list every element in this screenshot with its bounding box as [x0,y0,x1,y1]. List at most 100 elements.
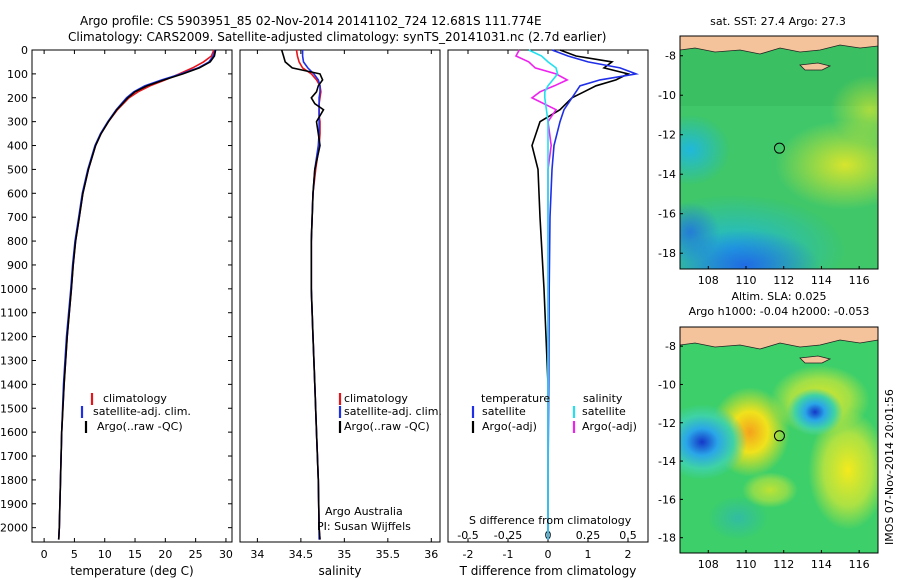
temperature-legend: climatology satellite-adj. clim. Argo(..… [80,392,191,433]
map-ytick-label: -8 [665,50,676,63]
map-ytick-label: -16 [658,493,676,506]
map-xtick-label: 112 [773,558,794,571]
xtick-label: 0 [41,548,48,561]
ytick-label: 1200 [0,331,28,344]
ytick-label: 1400 [0,378,28,391]
salinity-series [280,49,325,540]
ytick-label: 2000 [0,522,28,535]
sst-map-axes: 108 110 112 114 116 -8 -10 -12 -14 -16 -18 [658,50,870,287]
map-xtick-label: 110 [736,558,757,571]
salinity-x-axis: 34 34.5 35 35.5 36 [250,50,438,561]
land-island [799,62,832,71]
series-line-argo [57,49,217,540]
land-island [799,355,832,364]
map-xtick-label: 110 [736,274,757,287]
xtick-label-salinity: -0.5 [457,529,478,542]
difference-x-axis: -2 -1 0 1 2-0.5 -0.25 0 0.25 0.5 [457,50,637,561]
header-line1: Argo profile: CS 5903951_85 02-Nov-2014 … [80,14,542,28]
difference-xlabel-top: S difference from climatology [469,514,632,527]
sla-map-title2: Argo h1000: -0.04 h2000: -0.053 [689,305,870,318]
sla-map-frame [679,326,879,554]
xtick-label: 1 [585,548,592,561]
ytick-label: 1800 [0,474,28,487]
legend-label: satellite [482,405,526,418]
ytick-label: 1000 [0,283,28,296]
legend-label: satellite-adj. clim. [344,405,442,418]
map-xtick-label: 114 [811,274,832,287]
xtick-label: 2 [625,548,632,561]
ytick-label: 300 [7,116,28,129]
salinity-annotation-line2: PI: Susan Wijffels [317,520,411,533]
argo-float-marker [773,430,785,442]
salinity-legend: climatology satellite-adj. clim. Argo(..… [338,392,442,433]
map-ytick-label: -14 [658,168,676,181]
map-xtick-label: 108 [698,558,719,571]
map-ytick-label: -8 [665,340,676,353]
legend-header-salinity: salinity [583,392,623,405]
ytick-label: 600 [7,187,28,200]
legend-label: Argo(..raw -QC) [97,420,183,433]
xtick-label: 5 [71,548,78,561]
difference-panel: -2 -1 0 1 2-0.5 -0.25 0 0.25 0.5 temperature sal… [447,49,649,578]
xtick-label-salinity: -0.25 [494,529,522,542]
ytick-label: 800 [7,235,28,248]
salinity-panel: 34 34.5 35 35.5 36 climatology satellite-adj… [239,49,442,578]
xtick-label: 34.5 [289,548,314,561]
sla-map-axes: 108 110 112 114 116 -8 -10 -12 -14 -16 -18 [658,340,870,571]
salinity-xlabel: salinity [318,564,361,578]
xtick-label: 34 [250,548,264,561]
xtick-label: -2 [463,548,474,561]
temperature-x-axis: 0 5 10 15 20 25 30 [41,50,233,561]
ytick-label: 1100 [0,307,28,320]
map-ytick-label: -16 [658,208,676,221]
sst-map-frame [679,35,879,270]
ytick-label: 700 [7,211,28,224]
land-java [680,327,878,350]
temperature-series [57,49,217,540]
xtick-label: 35.5 [376,548,401,561]
map-ytick-label: -18 [658,247,676,260]
salinity-annotation-line1: Argo Australia [325,505,403,518]
ytick-label: 200 [7,92,28,105]
difference-xlabel: T difference from climatology [459,564,637,578]
map-xtick-label: 108 [698,274,719,287]
map-xtick-label: 112 [773,274,794,287]
difference-series [514,49,640,540]
map-ytick-label: -12 [658,129,676,142]
xtick-label-salinity: 0.25 [576,529,601,542]
land-java [680,36,878,55]
ytick-label: 1700 [0,450,28,463]
xtick-label: 25 [189,548,203,561]
legend-label: climatology [103,392,167,405]
sla-map-panel: Altim. SLA: 0.025 Argo h1000: -0.04 h200… [658,290,879,571]
ytick-label: 100 [7,68,28,81]
xtick-label: 30 [219,548,233,561]
xtick-label-salinity: 0.5 [619,529,637,542]
xtick-label: -1 [503,548,514,561]
map-ytick-label: -10 [658,378,676,391]
legend-label: Argo(-adj) [482,420,537,433]
map-xtick-label: 116 [849,274,870,287]
temperature-panel: 0100200300400500600700800900100011001200… [0,44,648,578]
xtick-label: 36 [424,548,438,561]
sla-map-field [680,327,878,553]
legend-header-temperature: temperature [481,392,550,405]
series-line-argo [280,49,325,540]
footer-stamp: IMOS 07-Nov-2014 20:01:56 [883,389,896,545]
xtick-label: 10 [98,548,112,561]
xtick-label: 35 [337,548,351,561]
ytick-label: 0 [21,44,28,57]
legend-label: Argo(..raw -QC) [344,420,430,433]
argo-float-marker [773,142,785,154]
sla-map-title1: Altim. SLA: 0.025 [731,290,826,303]
map-xtick-label: 114 [811,558,832,571]
sst-map-title: sat. SST: 27.4 Argo: 27.3 [710,15,846,28]
ytick-label: 400 [7,140,28,153]
map-ytick-label: -12 [658,417,676,430]
series-line-sal-satellite [528,49,559,540]
map-ytick-label: -10 [658,89,676,102]
legend-label: satellite-adj. clim. [93,405,191,418]
legend-label: satellite [582,405,626,418]
ytick-label: 1600 [0,426,28,439]
